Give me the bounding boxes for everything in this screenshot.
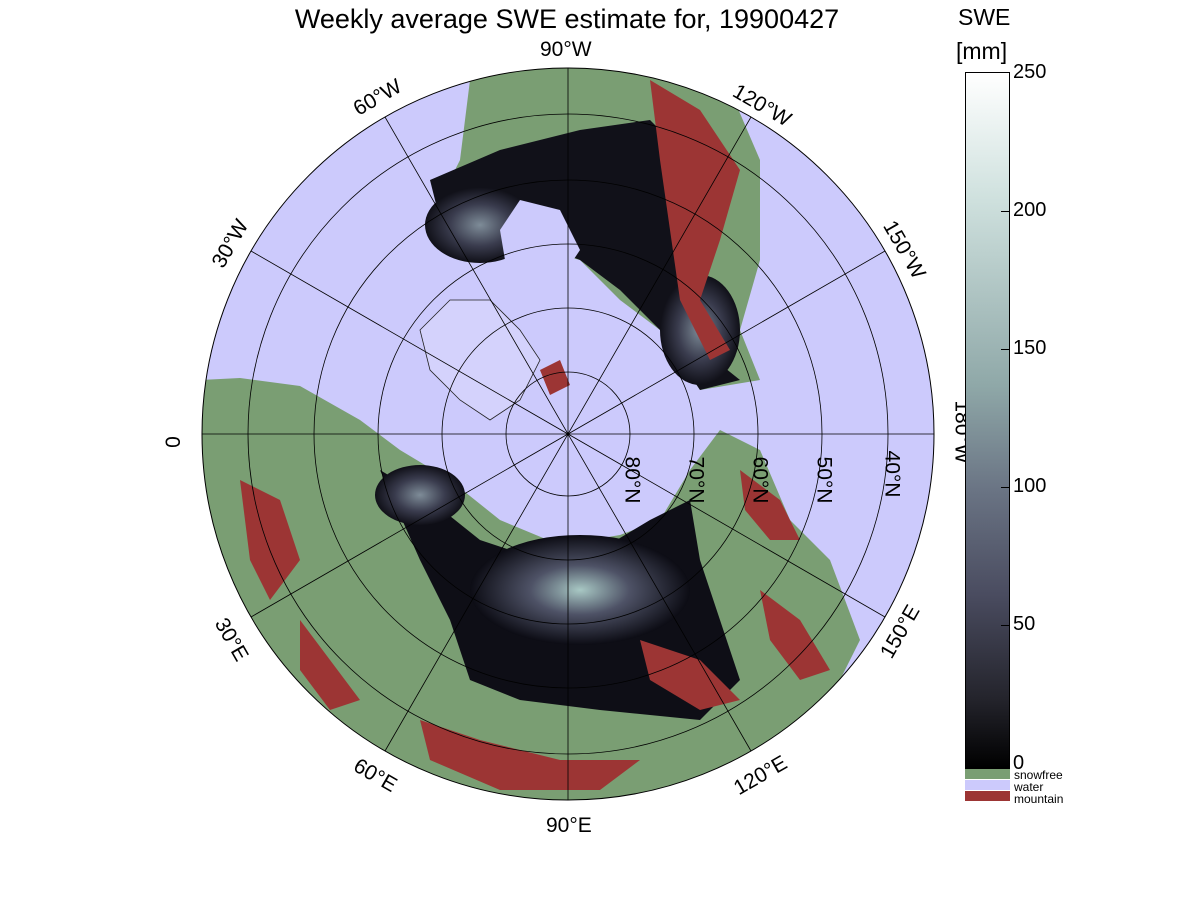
colorbar-tick-150: 150 — [1013, 337, 1047, 359]
legend-swatch-mountain — [965, 791, 1010, 801]
colorbar-tick-50: 50 — [1013, 613, 1036, 635]
colorbar-title: SWE — [958, 4, 1011, 30]
lat-label-70n: 70°N — [684, 456, 708, 504]
legend-label-mountain: mountain — [1014, 792, 1064, 806]
lon-label-90e: 90°E — [546, 814, 592, 837]
lat-label-50n: 50°N — [812, 456, 836, 504]
colorbar-tickmark — [1001, 349, 1010, 350]
colorbar-tick-250: 250 — [1013, 61, 1047, 83]
legend-swatch-water — [965, 780, 1010, 790]
scandinavia-snow — [375, 465, 465, 525]
hudson-bay — [500, 200, 580, 280]
colorbar-tickmark — [1001, 625, 1010, 626]
lat-label-60n: 60°N — [748, 456, 772, 504]
legend-label-snowfree: snowfree — [1014, 768, 1063, 782]
legend-label-water: water — [1014, 780, 1044, 794]
colorbar-tick-0: 0 — [1013, 752, 1025, 774]
mountain-areas — [240, 80, 830, 790]
map-boundary — [201, 67, 935, 801]
colorbar-tickmark — [1001, 72, 1010, 73]
colorbar-tickmark — [1001, 211, 1010, 212]
colorbar-scale — [965, 72, 1010, 769]
polar-stereographic-map — [201, 67, 935, 801]
colorbar-tick-200: 200 — [1013, 199, 1047, 221]
siberia-snow-maximum — [470, 535, 690, 645]
lon-label-0: 0 — [161, 436, 185, 448]
colorbar-tickmark — [1001, 487, 1010, 488]
colorbar-unit: [mm] — [956, 38, 1008, 64]
lon-label-90w: 90°W — [540, 38, 592, 61]
colorbar-tick-100: 100 — [1013, 475, 1047, 497]
graticule — [202, 68, 934, 800]
map-title: Weekly average SWE estimate for, 1990042… — [294, 4, 840, 34]
map-disk — [202, 68, 934, 800]
legend-swatch-snowfree — [965, 769, 1010, 779]
lat-label-40n: 40°N — [880, 450, 904, 498]
lat-label-80n: 80°N — [620, 456, 644, 504]
